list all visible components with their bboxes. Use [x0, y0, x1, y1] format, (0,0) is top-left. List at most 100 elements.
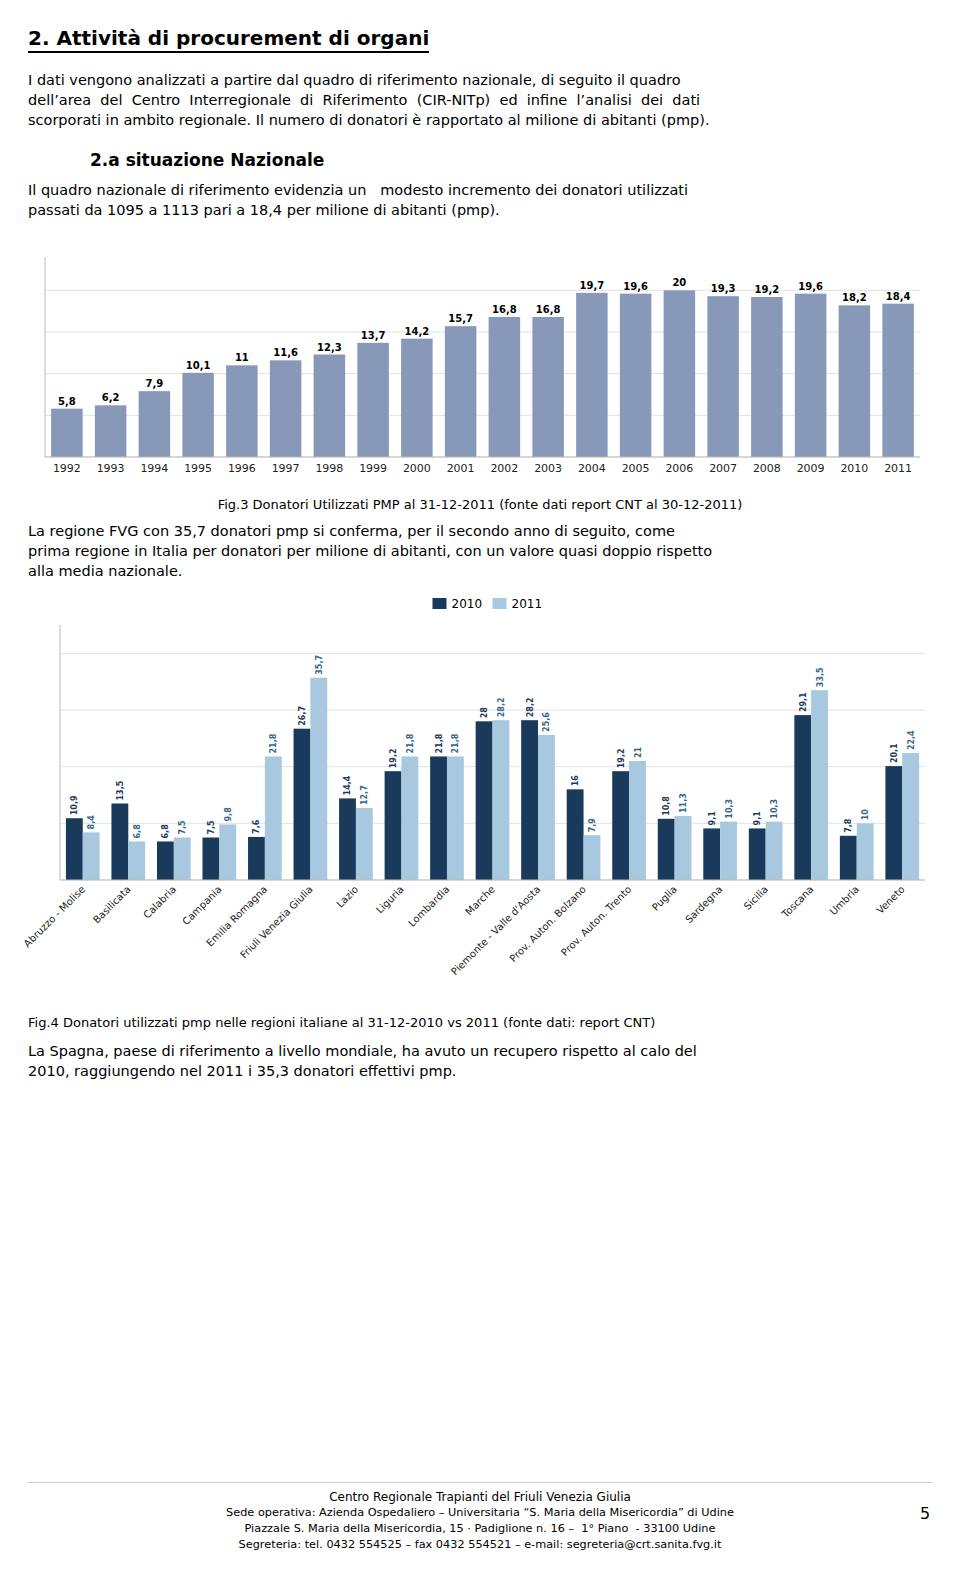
- data-label: 21,8: [406, 733, 415, 753]
- paragraph-line: La Spagna, paese di riferimento a livell…: [28, 1043, 697, 1060]
- bar: [111, 804, 128, 881]
- bar: [157, 841, 174, 880]
- paragraph-line: scorporati in ambito regionale. Il numer…: [28, 112, 710, 129]
- x-tick-label: Sardegna: [683, 884, 725, 926]
- data-label: 16: [571, 775, 580, 787]
- data-label: 7,9: [588, 818, 597, 833]
- data-label: 33,5: [816, 667, 825, 687]
- bar: [885, 766, 902, 880]
- data-label: 18,2: [842, 292, 867, 303]
- x-tick-label: 1995: [184, 462, 212, 475]
- data-label: 22,4: [907, 730, 916, 750]
- footer-line: Segreteria: tel. 0432 554525 – fax 0432 …: [0, 1538, 960, 1552]
- bar: [51, 409, 83, 457]
- y-axis-line: [45, 257, 46, 457]
- grid-line: [60, 653, 925, 654]
- x-tick-label: Lombardia: [406, 884, 451, 929]
- x-tick-label: 2010: [840, 462, 868, 475]
- grid-line: [45, 373, 920, 374]
- data-label: 16,8: [492, 304, 517, 315]
- x-tick-label: 1998: [315, 462, 343, 475]
- paragraph-line: Il quadro nazionale di riferimento evide…: [28, 182, 688, 199]
- data-label: 35,7: [315, 655, 324, 675]
- data-label: 19,2: [617, 748, 626, 768]
- footer-rule: [28, 1482, 932, 1483]
- bar: [811, 690, 828, 880]
- bar: [174, 838, 191, 881]
- bar: [612, 771, 629, 880]
- data-label: 10: [861, 809, 870, 821]
- data-label: 14,4: [343, 775, 352, 795]
- bar: [219, 824, 236, 880]
- paragraph-line: I dati vengono analizzati a partire dal …: [28, 72, 681, 89]
- bar: [882, 304, 914, 457]
- x-tick-label: 1997: [272, 462, 300, 475]
- bar: [489, 317, 521, 457]
- data-label: 5,8: [58, 396, 76, 407]
- bar: [521, 720, 538, 880]
- data-label: 6,8: [133, 824, 142, 839]
- x-tick-label: Toscana: [779, 884, 816, 921]
- x-tick-label: 2011: [884, 462, 912, 475]
- data-label: 29,1: [799, 692, 808, 712]
- data-label: 11: [235, 352, 249, 363]
- data-label: 25,6: [542, 712, 551, 732]
- section-subtitle: 2.a situazione Nazionale: [90, 150, 324, 170]
- x-tick-label: Veneto: [874, 884, 906, 916]
- x-tick-label: 1999: [359, 462, 387, 475]
- paragraph-line: alla media nazionale.: [28, 563, 182, 580]
- data-label: 19,6: [798, 281, 823, 292]
- figure-caption: Fig.4 Donatori utilizzati pmp nelle regi…: [28, 1015, 655, 1031]
- paragraph-line: 2010, raggiungendo nel 2011 i 35,3 donat…: [28, 1063, 456, 1080]
- bar: [840, 836, 857, 880]
- bar: [703, 828, 720, 880]
- bar: [857, 823, 874, 880]
- data-label: 19,2: [755, 284, 780, 295]
- data-label: 12,7: [360, 785, 369, 805]
- grid-line: [60, 710, 925, 711]
- x-tick-label: 1996: [228, 462, 256, 475]
- data-label: 10,9: [70, 795, 79, 815]
- bar: [447, 756, 464, 880]
- bar: [202, 838, 219, 881]
- y-axis-line: [60, 625, 61, 880]
- data-label: 11,3: [679, 793, 688, 813]
- bar: [270, 360, 302, 457]
- data-label: 19,6: [623, 281, 648, 292]
- page-number: 5: [920, 1504, 930, 1523]
- bars: [51, 290, 914, 457]
- data-label: 21,8: [269, 733, 278, 753]
- bar: [664, 290, 696, 457]
- bar: [584, 835, 601, 880]
- bar: [532, 317, 564, 457]
- bar: [95, 405, 127, 457]
- page-title: 2. Attività di procurement di organi: [28, 26, 429, 53]
- paragraph-line: La regione FVG con 35,7 donatori pmp si …: [28, 523, 675, 540]
- bar: [339, 798, 356, 880]
- x-tick-label: 2008: [753, 462, 781, 475]
- data-label: 9,8: [224, 807, 233, 822]
- grid-line: [45, 290, 920, 291]
- data-label: 19,3: [711, 283, 736, 294]
- data-label: 20: [672, 277, 686, 288]
- bar: [538, 735, 555, 880]
- bar: [356, 808, 373, 880]
- bar: [310, 678, 327, 880]
- x-tick-label: Basilicata: [91, 884, 133, 926]
- x-tick-label: 2000: [403, 462, 431, 475]
- x-tick-label: Campania: [180, 884, 224, 928]
- x-tick-label: 1993: [97, 462, 125, 475]
- bar: [139, 391, 171, 457]
- data-label: 12,3: [317, 342, 342, 353]
- data-label: 6,8: [161, 824, 170, 839]
- bar: [294, 729, 311, 880]
- data-label: 19,2: [389, 748, 398, 768]
- data-label: 19,7: [580, 280, 605, 291]
- x-tick-label: 1992: [53, 462, 81, 475]
- bar: [567, 789, 584, 880]
- bar: [749, 828, 766, 880]
- paragraph-line: passati da 1095 a 1113 pari a 18,4 per m…: [28, 202, 500, 219]
- x-tick-label: Liguria: [374, 884, 406, 916]
- data-label: 7,9: [146, 378, 164, 389]
- bar: [751, 297, 783, 457]
